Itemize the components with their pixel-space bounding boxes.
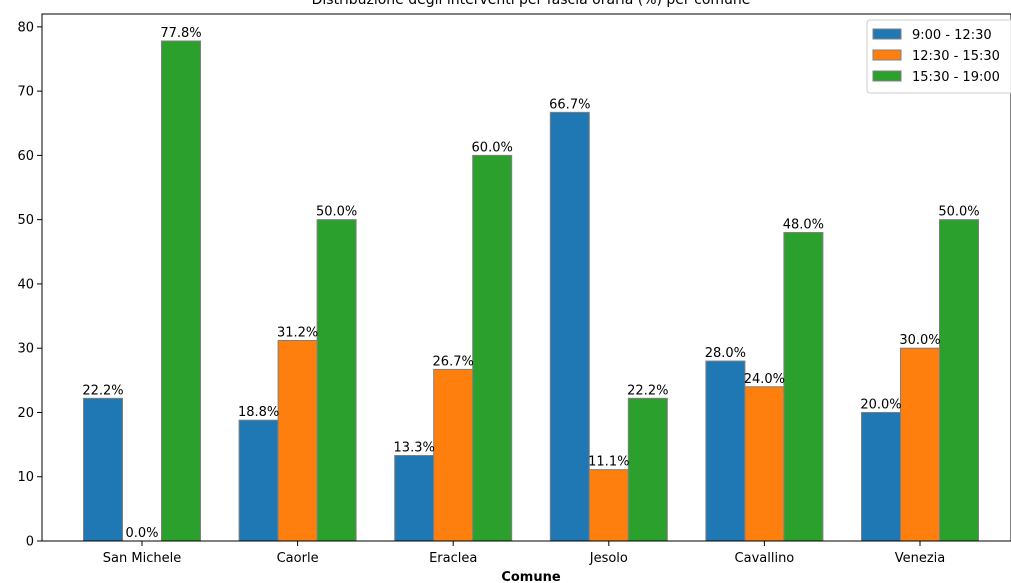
legend-label: 15:30 - 19:00 <box>912 70 1000 85</box>
bar-3-2 <box>316 219 357 542</box>
x-tick-label: Caorle <box>277 551 319 566</box>
y-tick-label: 70 <box>17 85 34 100</box>
bar-value-label: 31.2% <box>277 325 318 340</box>
y-axis: 0 10 20 30 40 50 60 70 80 <box>17 20 42 550</box>
bar-3-3 <box>472 154 513 542</box>
legend-label: 12:30 - 15:30 <box>912 49 1000 64</box>
y-tick-label: 80 <box>17 20 34 35</box>
bar-value-label: 50.0% <box>316 205 357 220</box>
bars-layer <box>83 40 979 542</box>
bar-value-label: 0.0% <box>125 526 158 541</box>
x-tick-label: Venezia <box>895 551 946 566</box>
legend-label: 9:00 - 12:30 <box>912 28 992 43</box>
x-axis: San Michele Caorle Eraclea Jesolo Cavallino V… <box>103 541 945 566</box>
x-tick-label: Eraclea <box>429 551 477 566</box>
bar-3-5 <box>783 232 824 542</box>
bar-value-label: 22.2% <box>627 383 668 398</box>
y-tick-label: 30 <box>17 342 34 357</box>
legend-box <box>866 19 1011 94</box>
bar-2-6 <box>900 347 940 542</box>
bar-value-label: 60.0% <box>472 140 513 155</box>
y-tick-label: 10 <box>17 470 34 485</box>
bar-value-label: 26.7% <box>433 354 474 369</box>
legend: 9:00 - 12:30 12:30 - 15:30 15:30 - 19:00 <box>866 19 1011 94</box>
bar-1-5 <box>705 360 746 542</box>
bar-3-1 <box>161 40 201 542</box>
bar-2-4 <box>588 469 629 542</box>
x-axis-label: Comune <box>501 570 561 583</box>
y-tick-label: 20 <box>17 406 34 421</box>
y-tick-label: 0 <box>26 535 34 550</box>
plot-frame <box>41 13 1011 542</box>
bar-2-2 <box>277 339 318 542</box>
y-tick-label: 60 <box>17 149 34 164</box>
bar-value-label: 77.8% <box>160 26 201 41</box>
bar-value-label: 28.0% <box>705 346 746 361</box>
bar-3-6 <box>939 219 979 542</box>
x-tick-label: Cavallino <box>735 551 795 566</box>
bar-value-label: 24.0% <box>744 372 785 387</box>
legend-swatch <box>872 28 902 40</box>
legend-swatch <box>872 49 902 61</box>
bar-value-label: 48.0% <box>783 218 824 233</box>
bar-value-label: 66.7% <box>549 97 590 112</box>
bar-2-3 <box>433 368 474 542</box>
x-tick-label: Jesolo <box>589 551 628 566</box>
x-tick-label: San Michele <box>103 551 181 566</box>
bar-1-2 <box>238 419 279 542</box>
bar-1-4 <box>549 111 590 542</box>
bar-1-1 <box>83 397 123 542</box>
bar-2-5 <box>744 386 785 542</box>
bar-value-label: 20.0% <box>860 397 901 412</box>
bar-labels-layer: 22.2% 0.0% 77.8% 18.8% 31.2% 50.0% 13.3% 26.7% 6… <box>82 26 979 541</box>
bar-3-4 <box>627 397 668 542</box>
bar-1-6 <box>861 411 901 542</box>
bar-value-label: 13.3% <box>394 441 435 456</box>
chart-title: Distribuzione degli interventi per fasci… <box>312 0 751 8</box>
bar-value-label: 18.8% <box>238 405 279 420</box>
y-tick-label: 40 <box>17 277 34 292</box>
bar-value-label: 30.0% <box>899 333 940 348</box>
bar-value-label: 22.2% <box>82 383 123 398</box>
bar-1-3 <box>394 455 435 542</box>
bar-value-label: 11.1% <box>588 455 629 470</box>
legend-swatch <box>872 70 902 82</box>
y-tick-label: 50 <box>17 213 34 228</box>
bar-value-label: 50.0% <box>938 205 979 220</box>
